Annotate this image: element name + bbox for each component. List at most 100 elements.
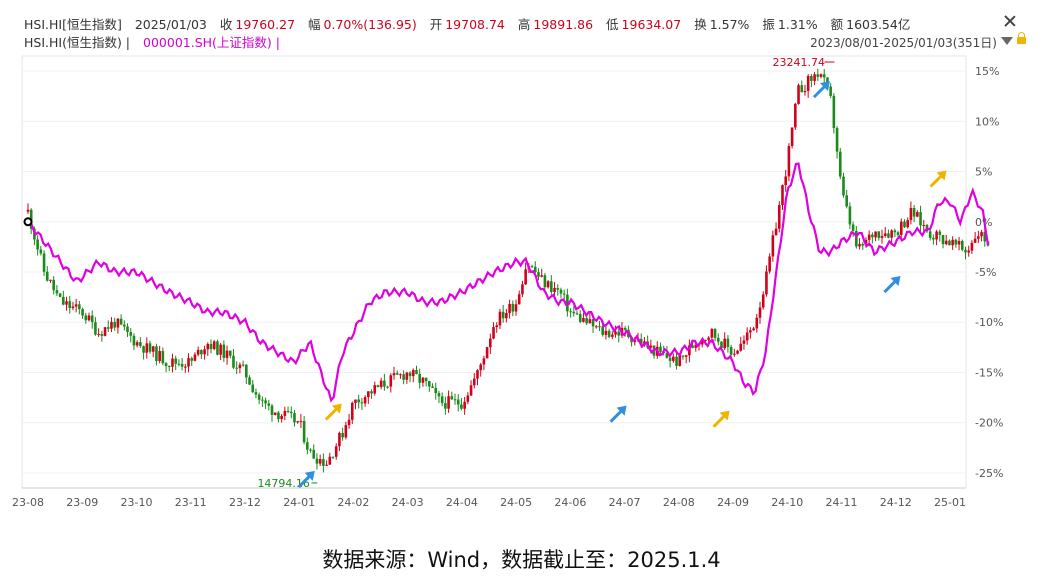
annotation-layer: 23241.74 14794.16 — [23, 56, 835, 490]
candle-body — [36, 239, 39, 250]
chevron-down-icon[interactable] — [1001, 37, 1013, 45]
candle-body — [832, 95, 836, 129]
candle-body — [566, 294, 569, 312]
x-tick-label: 23-08 — [12, 496, 44, 509]
stat-value-amplitude: 1.31% — [777, 17, 818, 32]
candle-body — [444, 403, 447, 409]
candle-body — [123, 324, 126, 327]
candle-body — [694, 344, 698, 348]
lock-icon[interactable] — [1017, 32, 1026, 44]
stat-label-change: 幅 — [308, 17, 321, 32]
legend-primary[interactable]: HSI.HI(恒生指数) | — [24, 35, 131, 50]
y-axis: 15% 10% 5% 0% -5% -10% -15% -20% -25% — [975, 65, 1003, 480]
compare-series-line — [27, 162, 990, 403]
candle-body — [405, 372, 409, 380]
candle-body — [363, 397, 367, 404]
candle-body — [312, 449, 316, 459]
candle-body — [270, 405, 274, 415]
candle-body — [164, 363, 168, 366]
candle-body — [447, 396, 450, 409]
candle-body — [289, 411, 293, 414]
date-range[interactable]: 2023/08/01-2025/01/03(351日) — [810, 36, 997, 50]
candle-body — [810, 75, 813, 81]
y-tick-label: 5% — [975, 166, 992, 179]
stat-value-high: 19891.86 — [533, 17, 594, 32]
candle-body — [119, 318, 123, 325]
candle-body — [74, 304, 78, 307]
candle-body — [514, 304, 518, 312]
candle-body — [928, 231, 932, 238]
legend-compare[interactable]: 000001.SH(上证指数) | — [143, 35, 280, 50]
candle-body — [553, 287, 556, 293]
candle-body — [415, 369, 418, 375]
candle-body — [819, 74, 823, 77]
candle-body — [434, 387, 438, 394]
candle-body — [373, 385, 377, 394]
x-tick-label: 24-04 — [446, 496, 478, 509]
candle-body — [264, 400, 267, 404]
candle-body — [338, 432, 341, 447]
candle-body — [399, 374, 402, 376]
candle-body — [306, 442, 309, 450]
candle-body — [617, 331, 621, 336]
candle-body — [716, 337, 720, 342]
y-tick-label: -20% — [975, 417, 1003, 430]
candle-body — [280, 415, 283, 420]
candle-body — [829, 86, 832, 96]
candle-body — [94, 322, 97, 335]
candle-body — [110, 321, 113, 329]
x-tick-label: 23-12 — [229, 496, 261, 509]
candle-body — [871, 234, 874, 238]
arrow-marker — [324, 403, 342, 421]
candle-body — [896, 232, 900, 235]
x-tick-label: 24-07 — [609, 496, 641, 509]
candle-body — [508, 303, 511, 314]
candle-body — [184, 366, 187, 368]
x-tick-label: 24-02 — [337, 496, 369, 509]
candle-body — [733, 353, 736, 355]
candle-body — [954, 239, 958, 245]
arrow-head — [719, 410, 730, 421]
candle-body — [367, 391, 370, 398]
candle-body — [598, 326, 601, 328]
candle-body — [604, 330, 608, 335]
candle-body — [713, 328, 717, 338]
candle-body — [906, 220, 910, 228]
candle-body — [790, 127, 794, 146]
candle-body — [977, 236, 980, 239]
arrow-head — [936, 170, 947, 181]
price-chart[interactable]: 15% 10% 5% 0% -5% -10% -15% -20% -25% 23-08 23-09… — [0, 0, 1043, 540]
x-tick-label: 24-03 — [392, 496, 424, 509]
candle-body — [463, 401, 466, 409]
candle-body — [245, 364, 248, 378]
candle-body — [328, 456, 332, 465]
arrow-layer — [297, 81, 947, 488]
candle-body — [771, 235, 775, 257]
candle-body — [601, 326, 604, 335]
candle-body — [858, 243, 861, 247]
candle-body — [106, 327, 110, 329]
candle-body — [710, 328, 714, 338]
candle-body — [848, 206, 852, 225]
candle-body — [745, 332, 749, 341]
candle-body — [768, 256, 771, 272]
candle-body — [572, 311, 576, 314]
candle-body — [116, 318, 120, 328]
candle-body — [206, 344, 210, 350]
candle-body — [325, 464, 328, 466]
candle-body — [431, 386, 434, 388]
candle-body — [707, 337, 710, 340]
candle-body — [867, 234, 871, 240]
x-tick-label: 24-08 — [663, 496, 695, 509]
candle-body — [485, 347, 489, 359]
candle-body — [546, 281, 550, 288]
candle-body — [941, 234, 945, 245]
candle-body — [973, 238, 977, 243]
candle-body — [672, 356, 675, 361]
candle-body — [649, 345, 653, 348]
candle-body — [880, 235, 884, 238]
candle-body — [132, 335, 136, 346]
candle-body — [479, 364, 482, 371]
arrow-marker — [712, 410, 730, 428]
candle-body — [453, 399, 457, 401]
